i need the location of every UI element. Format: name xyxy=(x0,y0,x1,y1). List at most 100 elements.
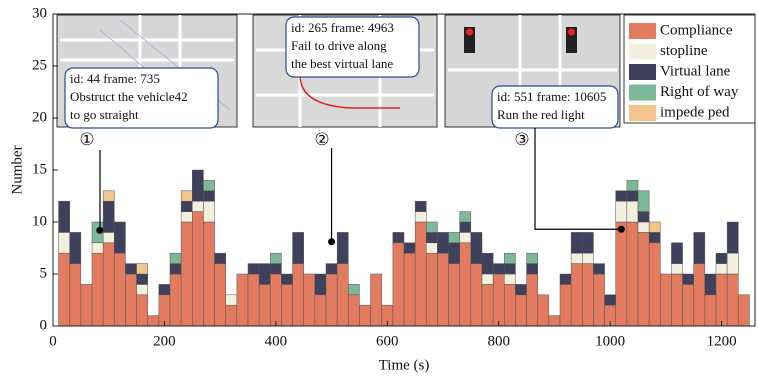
annotation-number: ① xyxy=(79,130,94,149)
callout-text: Fail to drive along xyxy=(291,38,387,53)
bar-segment xyxy=(548,315,561,327)
bar-segment xyxy=(637,221,650,233)
bar-segment xyxy=(626,221,639,327)
bar-segment xyxy=(615,200,628,223)
annotation: id: 44 frame: 735 Obstruct the vehicle42 t… xyxy=(64,67,219,234)
bar-segment xyxy=(91,242,104,254)
bar-segment xyxy=(426,221,438,233)
annotation-number: ② xyxy=(314,130,329,149)
callout-text: id: 265 frame: 4963 xyxy=(291,20,394,35)
annotation-point xyxy=(617,225,625,233)
bar-segment xyxy=(426,232,438,244)
bar-segment xyxy=(570,232,583,254)
bar-segment xyxy=(258,263,271,285)
callout-text: id: 551 frame: 10605 xyxy=(497,89,606,104)
bar-segment xyxy=(102,190,115,202)
bar-segment xyxy=(69,232,82,264)
bar-segment xyxy=(102,200,115,233)
bar-segment xyxy=(214,263,226,327)
callout-box xyxy=(285,16,420,78)
bar-segment xyxy=(136,294,148,327)
traffic-light xyxy=(464,27,475,53)
bar-segment xyxy=(203,190,215,202)
legend-swatch xyxy=(629,23,656,39)
annotation: id: 551 frame: 10605 Run the red light ③ xyxy=(491,85,625,233)
bar-segment xyxy=(526,252,538,264)
annotation-number: ③ xyxy=(514,130,529,149)
bar-segment xyxy=(504,273,516,285)
bar-segment xyxy=(58,252,70,327)
bar-segment xyxy=(559,284,572,327)
bar-segment xyxy=(715,252,728,264)
bar-segment xyxy=(481,284,494,327)
bar-segment xyxy=(136,273,148,285)
bar-segment xyxy=(715,263,728,275)
bar-segment xyxy=(58,200,70,233)
bar-segment xyxy=(459,232,472,244)
bar-segment xyxy=(102,242,115,327)
bar-segment xyxy=(270,252,282,264)
bar-segment xyxy=(426,242,438,254)
bar-segment xyxy=(325,263,338,275)
bar-segment xyxy=(448,232,460,244)
bar-segment xyxy=(359,304,371,327)
bar-segment xyxy=(225,294,238,306)
bar-segment xyxy=(682,284,694,327)
bar-segment xyxy=(314,294,327,327)
callout-text: Run the red light xyxy=(497,107,585,122)
bar-segment xyxy=(281,273,293,285)
bar-segment xyxy=(704,273,717,296)
bar-segment xyxy=(582,232,594,254)
legend-label: Right of way xyxy=(660,84,739,100)
bar-segment xyxy=(414,200,427,212)
bar-segment xyxy=(671,263,683,275)
bar-segment xyxy=(236,273,249,327)
y-tick-label: 15 xyxy=(32,161,47,177)
legend-label: Virtual lane xyxy=(660,63,731,79)
bar-segment xyxy=(693,232,706,264)
bar-segment xyxy=(225,304,238,327)
plot-area xyxy=(58,169,750,327)
bar-segment xyxy=(426,252,438,327)
bar-segment xyxy=(336,232,349,264)
x-axis-label: Time (s) xyxy=(379,357,430,373)
legend-label: impede ped xyxy=(660,104,730,120)
bar-segment xyxy=(80,284,93,327)
bar-segment xyxy=(114,252,126,327)
bar-segment xyxy=(180,200,193,212)
bar-segment xyxy=(582,263,594,327)
y-tick-label: 30 xyxy=(32,5,47,21)
bar-segment xyxy=(136,284,148,296)
legend-swatch xyxy=(629,64,656,80)
bar-segment xyxy=(470,263,483,327)
bar-segment xyxy=(203,180,215,192)
bar-segment xyxy=(693,263,706,327)
bar-segment xyxy=(281,284,293,327)
bar-segment xyxy=(270,263,282,275)
bar-segment xyxy=(169,263,182,275)
bar-segment xyxy=(203,200,215,223)
bar-segment xyxy=(526,273,538,327)
bar-segment xyxy=(615,221,628,327)
annotation: id: 265 frame: 4963 Fail to drive along th… xyxy=(285,16,420,246)
bar-segment xyxy=(414,211,427,223)
bar-segment xyxy=(437,252,449,327)
bar-segment xyxy=(715,273,728,327)
x-tick-label: 0 xyxy=(49,333,57,349)
bar-segment xyxy=(102,232,115,244)
bar-segment xyxy=(203,221,215,327)
annotation-point xyxy=(328,238,336,246)
bar-segment xyxy=(626,200,639,223)
bar-segment xyxy=(604,294,616,306)
annotation-point xyxy=(96,226,104,234)
bar-segment xyxy=(125,263,137,275)
x-tick-label: 1200 xyxy=(707,333,737,349)
callout-box xyxy=(491,85,619,129)
bar-segment xyxy=(704,294,717,327)
bar-segment xyxy=(336,263,349,327)
traffic-light xyxy=(566,27,577,53)
leader-line xyxy=(534,128,622,230)
traffic-light-lamp xyxy=(568,28,575,36)
bar-segment xyxy=(726,221,739,254)
bar-segment xyxy=(537,294,550,327)
